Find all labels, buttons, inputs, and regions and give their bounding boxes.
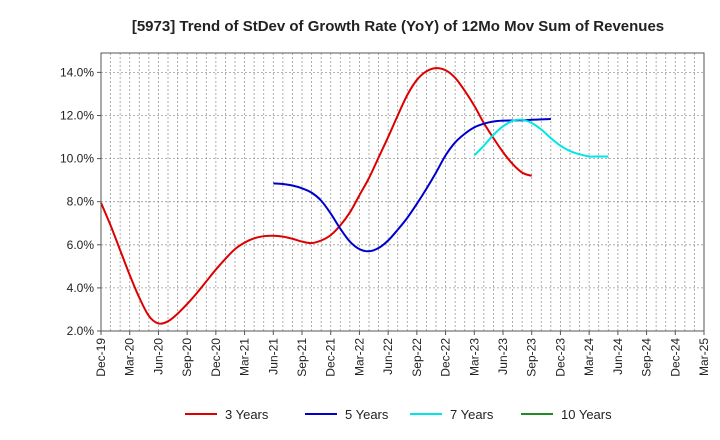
x-tick-label: Jun-20	[151, 338, 165, 375]
legend: 3 Years 5 Years 7 Years 10 Years	[185, 407, 612, 422]
x-tick-label: Mar-21	[238, 338, 252, 376]
series-line-7-years	[473, 118, 609, 158]
x-tick-label: Dec-23	[553, 338, 567, 377]
x-tick-label: Mar-23	[467, 338, 481, 376]
x-tick-label: Sep-20	[180, 338, 194, 377]
x-tick-label: Dec-19	[94, 338, 108, 377]
x-tick-label: Dec-22	[439, 338, 453, 377]
x-tick-label: Mar-24	[582, 338, 596, 376]
y-tick-label: 8.0%	[67, 195, 95, 209]
y-tick-label: 10.0%	[60, 152, 94, 166]
x-tick-label: Sep-24	[640, 338, 654, 377]
y-tick-label: 4.0%	[67, 281, 95, 295]
x-tick-label: Sep-22	[410, 338, 424, 377]
legend-label: 7 Years	[450, 407, 494, 422]
legend-label: 3 Years	[225, 407, 269, 422]
x-tick-label: Mar-22	[352, 338, 366, 376]
legend-label: 10 Years	[561, 407, 612, 422]
x-tick-label: Mar-25	[697, 338, 711, 376]
x-tick-label: Dec-24	[668, 338, 682, 377]
x-tick-label: Jun-21	[266, 338, 280, 375]
x-tick-label: Jun-23	[496, 338, 510, 375]
x-tick-label: Dec-20	[209, 338, 223, 377]
x-tick-label: Jun-22	[381, 338, 395, 375]
x-axis-ticks: Dec-19 Mar-20 Jun-20 Sep-20 Dec-20 Mar-21 Jun-…	[94, 331, 711, 377]
y-tick-label: 6.0%	[67, 238, 95, 252]
x-tick-label: Sep-21	[295, 338, 309, 377]
y-tick-label: 12.0%	[60, 108, 94, 122]
x-tick-label: Mar-20	[123, 338, 137, 376]
y-tick-label: 14.0%	[60, 65, 94, 79]
y-axis-ticks: 2.0% 4.0% 6.0% 8.0% 10.0% 12.0% 14.0%	[60, 65, 101, 338]
plot-frame	[100, 52, 705, 332]
x-tick-label: Dec-21	[324, 338, 338, 377]
series-line-3-years	[100, 67, 533, 325]
x-tick-label: Sep-23	[525, 338, 539, 377]
series-line-5-years	[273, 117, 551, 253]
legend-label: 5 Years	[345, 407, 389, 422]
grid-layer	[101, 53, 704, 331]
chart-title: [5973] Trend of StDev of Growth Rate (Yo…	[132, 18, 664, 35]
y-tick-label: 2.0%	[67, 324, 95, 338]
series-layer	[100, 67, 609, 325]
x-tick-label: Jun-24	[611, 338, 625, 375]
